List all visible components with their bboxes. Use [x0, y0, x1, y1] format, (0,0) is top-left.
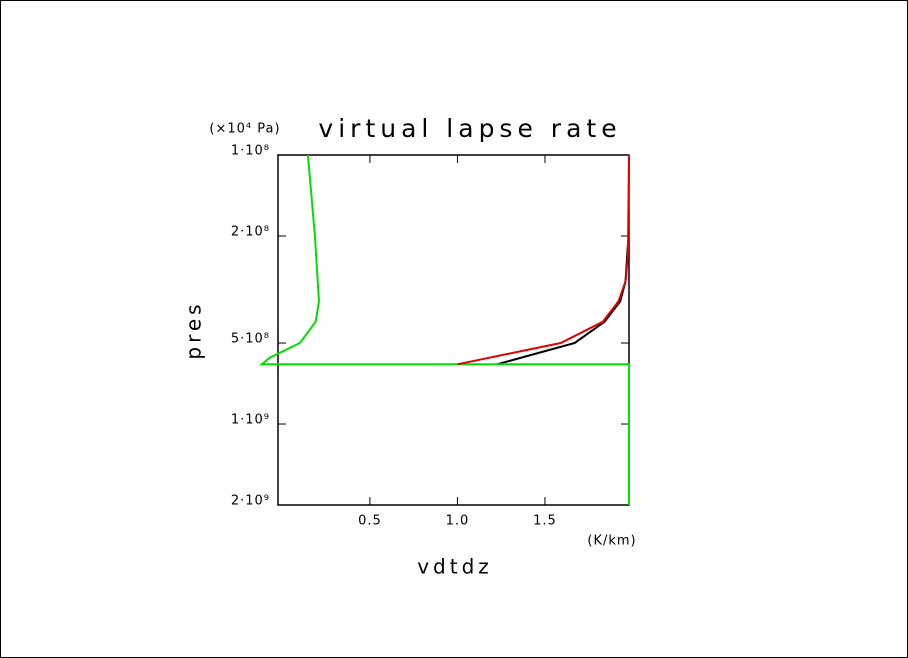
- chart-title: virtual lapse rate: [318, 114, 621, 143]
- x-tick-label: 1.5: [533, 514, 557, 529]
- x-unit: (K/km): [587, 534, 636, 549]
- y-tick-label: 2·10⁸: [231, 224, 270, 239]
- y-tick-label: 2·10⁹: [231, 494, 270, 509]
- series-line: [457, 154, 630, 366]
- y-tick-label: 1·10⁹: [231, 413, 270, 428]
- y-tick-label: 5·10⁸: [231, 332, 270, 347]
- series-line: [259, 154, 630, 505]
- y-axis-label: pres: [182, 300, 206, 359]
- y-tick-label: 1·10⁸: [231, 144, 270, 159]
- x-axis-label: vdtdz: [417, 555, 493, 579]
- x-tick-label: 0.5: [358, 514, 382, 529]
- plot-area: [277, 154, 630, 506]
- y-unit: (×10⁴ Pa): [209, 122, 280, 137]
- x-tick-label: 1.0: [446, 514, 470, 529]
